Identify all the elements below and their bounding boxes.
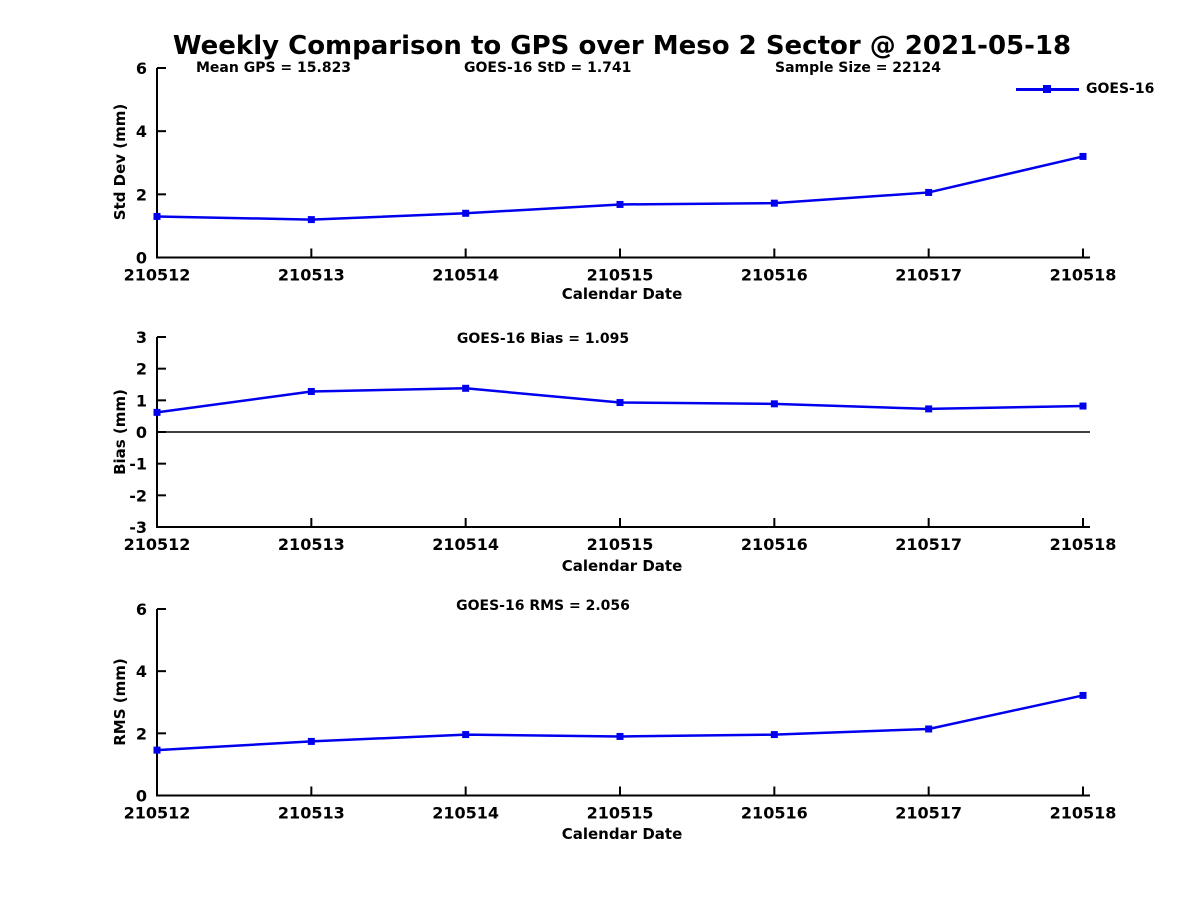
x-tick-label: 210517 [895,535,962,554]
y-tick-label: -3 [129,518,147,537]
x-tick-label: 210513 [278,266,345,285]
x-tick-label: 210512 [124,535,191,554]
y-tick-label: 0 [136,423,147,442]
data-point-marker [616,732,624,740]
x-tick-label: 210516 [741,535,808,554]
data-point-marker [1079,691,1087,699]
x-tick-label: 210518 [1050,535,1117,554]
data-point-marker [153,212,161,220]
x-tick-label: 210517 [895,804,962,823]
x-tick-label: 210514 [432,804,499,823]
data-point-marker [462,209,470,217]
y-tick-label: 2 [136,360,147,379]
y-tick-label: -2 [129,486,147,505]
data-point-marker [307,216,315,224]
x-tick-label: 210515 [587,535,654,554]
y-axis-label-bias: Bias (mm) [111,389,129,475]
data-point-marker [925,188,933,196]
x-tick-label: 210514 [432,266,499,285]
data-point-marker [770,400,778,408]
legend-label: GOES-16 [1086,81,1155,97]
subplot-title-bias: GOES-16 Bias = 1.095 [456,331,630,347]
data-point-marker [925,405,933,413]
subplot-rms: 0 2 4 6 210512 210513 210514 210515 210516 210517… [124,600,1117,823]
x-tick-label: 210517 [895,266,962,285]
y-tick-label: 0 [136,787,147,806]
data-point-marker [307,387,315,395]
legend-marker-icon [1043,85,1051,93]
x-tick-label: 210515 [587,804,654,823]
data-point-marker [616,200,624,208]
series-line-goes-16 [156,694,1084,752]
data-point-marker [307,737,315,745]
x-tick-label: 210516 [741,804,808,823]
x-axis-label-top: Calendar Date [561,285,683,303]
y-tick-label: 6 [136,600,147,619]
y-tick-label: 3 [136,328,147,347]
annotation-goes16-std: GOES-16 StD = 1.741 [464,60,632,76]
y-axis-label-rms: RMS (mm) [111,658,129,746]
y-tick-label: 2 [136,724,147,743]
y-tick-label: -1 [129,455,147,474]
subplot-std-dev: 0 2 4 6 210512 210513 210514 210515 210516 210517… [124,59,1117,285]
y-tick-label: 6 [136,59,147,78]
subplot-title-rms: GOES-16 RMS = 2.056 [456,598,630,614]
y-tick-label: 2 [136,185,147,204]
y-axis-label-std-dev: Std Dev (mm) [111,103,129,221]
data-point-marker [770,199,778,207]
x-tick-label: 210515 [587,266,654,285]
x-axis-label-bottom: Calendar Date [561,825,683,843]
x-tick-label: 210518 [1050,266,1117,285]
data-point-marker [462,731,470,739]
annotation-sample-size: Sample Size = 22124 [775,60,942,76]
x-tick-label: 210513 [278,804,345,823]
data-point-marker [153,408,161,416]
x-tick-label: 210514 [432,535,499,554]
data-point-marker [1079,152,1087,160]
y-tick-label: 0 [136,249,147,268]
y-tick-label: 4 [136,122,147,141]
annotation-mean-gps: Mean GPS = 15.823 [196,60,352,76]
x-axis-label-middle: Calendar Date [561,557,683,575]
chart-title: Weekly Comparison to GPS over Meso 2 Sec… [172,31,1072,61]
data-point-marker [770,731,778,739]
data-point-marker [925,725,933,733]
x-tick-label: 210518 [1050,804,1117,823]
x-tick-label: 210512 [124,804,191,823]
x-tick-label: 210512 [124,266,191,285]
series-line-goes-16 [156,155,1084,221]
x-tick-label: 210516 [741,266,808,285]
data-point-marker [1079,402,1087,410]
data-point-marker [153,746,161,754]
x-tick-label: 210513 [278,535,345,554]
data-point-marker [616,399,624,407]
y-tick-label: 4 [136,662,147,681]
data-point-marker [462,384,470,392]
y-tick-label: 1 [136,391,147,410]
